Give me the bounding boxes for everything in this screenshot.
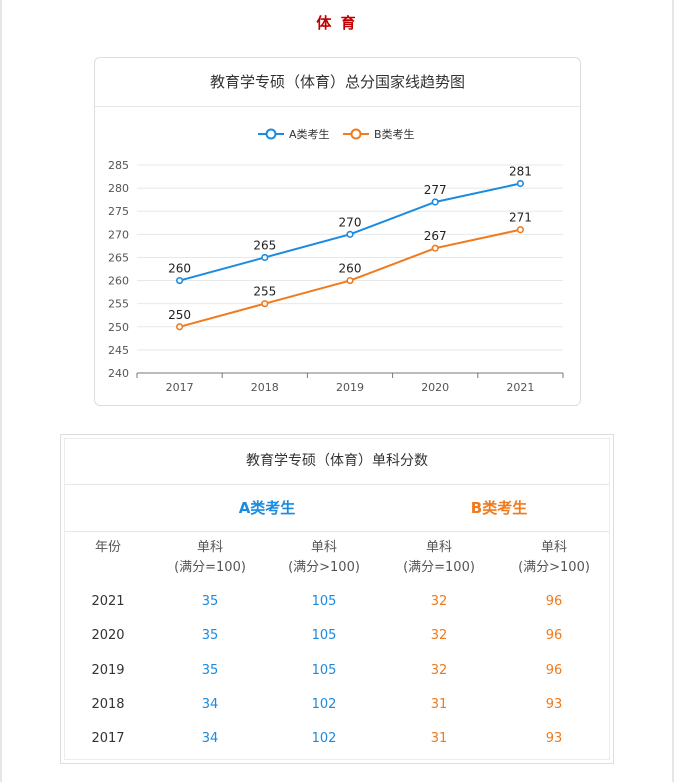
y-tick-label: 265 bbox=[108, 251, 129, 264]
x-tick-label: 2020 bbox=[421, 381, 449, 394]
table-cell-a-over100: 102 bbox=[311, 697, 337, 712]
table-body: 年份 单科 (满分=100) 单科 (满分>100) 单科 (满分=100) 单科 (满分>10… bbox=[65, 532, 609, 762]
data-point bbox=[431, 198, 439, 206]
data-label: 271 bbox=[509, 211, 532, 225]
y-tick-label: 285 bbox=[108, 159, 129, 172]
score-table-card: 教育学专硕（体育）单科分数 A类考生 B类考生 年份 单科 (满分=100) 单科 (满… bbox=[60, 434, 614, 764]
legend-marker bbox=[350, 128, 362, 140]
y-tick-label: 275 bbox=[108, 205, 129, 218]
y-tick-label: 245 bbox=[108, 344, 129, 357]
table-cell-a-100: 34 bbox=[201, 697, 219, 712]
table-cell-b-over100: 96 bbox=[545, 663, 563, 678]
group-b-label: B类考生 bbox=[470, 499, 528, 517]
y-tick-label: 240 bbox=[108, 367, 129, 380]
data-point bbox=[175, 323, 184, 331]
column-header-sub: (满分=100) bbox=[403, 560, 475, 575]
page-edge-left bbox=[0, 0, 2, 782]
table-cell-a-over100: 105 bbox=[311, 663, 337, 678]
data-point bbox=[175, 276, 184, 285]
column-header-sub: (满分>100) bbox=[288, 560, 360, 575]
y-tick-label: 250 bbox=[108, 321, 129, 334]
legend-marker bbox=[265, 128, 277, 140]
data-point bbox=[516, 226, 525, 234]
data-point bbox=[431, 244, 439, 252]
column-header: 单科 bbox=[196, 540, 223, 555]
column-header-sub: (满分>100) bbox=[518, 560, 590, 575]
group-a-label: A类考生 bbox=[238, 499, 296, 517]
x-tick-label: 2017 bbox=[166, 381, 194, 394]
data-label: 260 bbox=[168, 262, 191, 276]
data-point bbox=[261, 300, 269, 308]
table-cell-a-over100: 102 bbox=[311, 731, 337, 746]
data-label: 260 bbox=[339, 262, 362, 276]
y-tick-label: 270 bbox=[108, 228, 129, 241]
x-tick-label: 2018 bbox=[251, 381, 279, 394]
table-cell-a-over100: 105 bbox=[311, 594, 337, 609]
data-label: 255 bbox=[253, 285, 276, 299]
line-chart: 240 245 250 255 260 265 270 275 280 285 2017 2018 20… bbox=[108, 127, 564, 394]
table-title: 教育学专硕（体育）单科分数 bbox=[65, 439, 609, 485]
table-cell-b-over100: 93 bbox=[545, 731, 563, 746]
data-label: 265 bbox=[253, 238, 276, 252]
group-header-row: A类考生 B类考生 bbox=[65, 485, 609, 532]
table-cell-b-over100: 96 bbox=[545, 628, 563, 643]
page-edge-right bbox=[672, 0, 674, 782]
legend-label: A类考生 bbox=[289, 127, 330, 141]
data-label: 277 bbox=[424, 183, 447, 197]
table-cell-b-100: 31 bbox=[430, 697, 448, 712]
column-header: 单科 bbox=[540, 540, 567, 555]
y-tick-label: 255 bbox=[108, 298, 129, 311]
table-cell-a-100: 35 bbox=[201, 628, 219, 643]
data-label: 250 bbox=[168, 308, 191, 322]
page-title: 体 育 bbox=[316, 14, 358, 32]
table-cell-b-100: 32 bbox=[430, 594, 448, 609]
table-cell-a-over100: 105 bbox=[311, 628, 337, 643]
x-tick-label: 2021 bbox=[506, 381, 534, 394]
table-cell-b-100: 32 bbox=[430, 628, 448, 643]
data-label: 267 bbox=[424, 229, 447, 243]
y-tick-label: 280 bbox=[108, 182, 129, 195]
table-cell-b-100: 32 bbox=[430, 663, 448, 678]
chart-card: 教育学专硕（体育）总分国家线趋势图 240 245 250 255 260 265 270 2… bbox=[94, 57, 581, 406]
column-header-sub: (满分=100) bbox=[174, 560, 246, 575]
score-table: 教育学专硕（体育）单科分数 A类考生 B类考生 年份 单科 (满分=100) 单科 (满… bbox=[64, 438, 610, 760]
data-point bbox=[261, 253, 269, 262]
table-cell-year: 2021 bbox=[91, 594, 125, 609]
table-cell-b-over100: 93 bbox=[545, 697, 563, 712]
table-cell-a-100: 35 bbox=[201, 663, 219, 678]
data-label: 270 bbox=[339, 215, 362, 229]
column-header: 单科 bbox=[425, 540, 452, 555]
table-cell-a-100: 34 bbox=[201, 731, 219, 746]
table-cell-a-100: 35 bbox=[201, 594, 219, 609]
table-cell-year: 2018 bbox=[91, 697, 125, 712]
column-header: 单科 bbox=[310, 540, 337, 555]
y-tick-label: 260 bbox=[108, 275, 129, 288]
x-tick-label: 2019 bbox=[336, 381, 364, 394]
table-cell-year: 2017 bbox=[91, 731, 125, 746]
table-cell-year: 2019 bbox=[91, 663, 125, 678]
data-point bbox=[516, 179, 525, 188]
data-point bbox=[346, 276, 354, 285]
table-cell-year: 2020 bbox=[91, 628, 125, 643]
chart-title: 教育学专硕（体育）总分国家线趋势图 bbox=[95, 58, 580, 107]
data-point bbox=[346, 230, 354, 238]
table-cell-b-over100: 96 bbox=[545, 594, 563, 609]
table-cell-b-100: 31 bbox=[430, 731, 448, 746]
legend-label: B类考生 bbox=[374, 127, 415, 141]
column-header: 年份 bbox=[94, 540, 121, 555]
data-label: 281 bbox=[509, 164, 532, 178]
